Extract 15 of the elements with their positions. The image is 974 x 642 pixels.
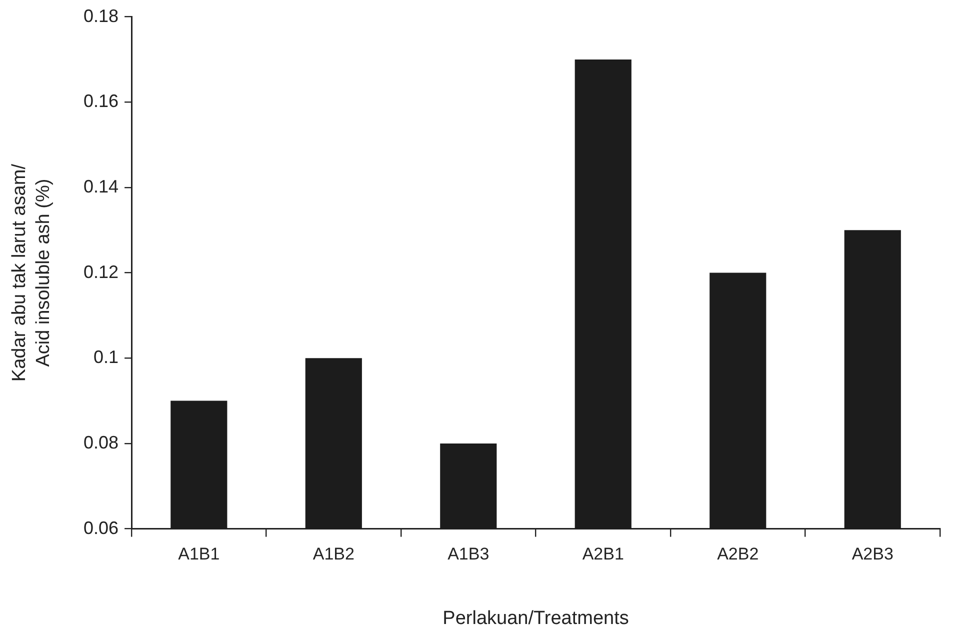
y-tick-label: 0.06 xyxy=(83,518,119,538)
y-tick-label: 0.18 xyxy=(83,6,119,26)
y-tick-label: 0.16 xyxy=(83,91,119,112)
x-axis-title: Perlakuan/Treatments xyxy=(442,608,629,629)
x-tick-label: A1B2 xyxy=(312,544,354,564)
x-tick-label: A2B2 xyxy=(717,544,759,564)
x-tick-label: A1B3 xyxy=(448,544,490,564)
x-tick-label: A2B1 xyxy=(582,544,624,564)
y-tick-label: 0.1 xyxy=(94,347,119,368)
y-tick-label: 0.08 xyxy=(83,432,119,452)
x-tick-label: A1B1 xyxy=(178,544,220,564)
x-tick-label: A2B3 xyxy=(852,544,894,564)
y-axis-title: Kadar abu tak larut asam/Acid insoluble ash (%) xyxy=(9,163,54,382)
y-tick-label: 0.12 xyxy=(83,262,119,282)
y-tick-label: 0.14 xyxy=(83,176,119,196)
